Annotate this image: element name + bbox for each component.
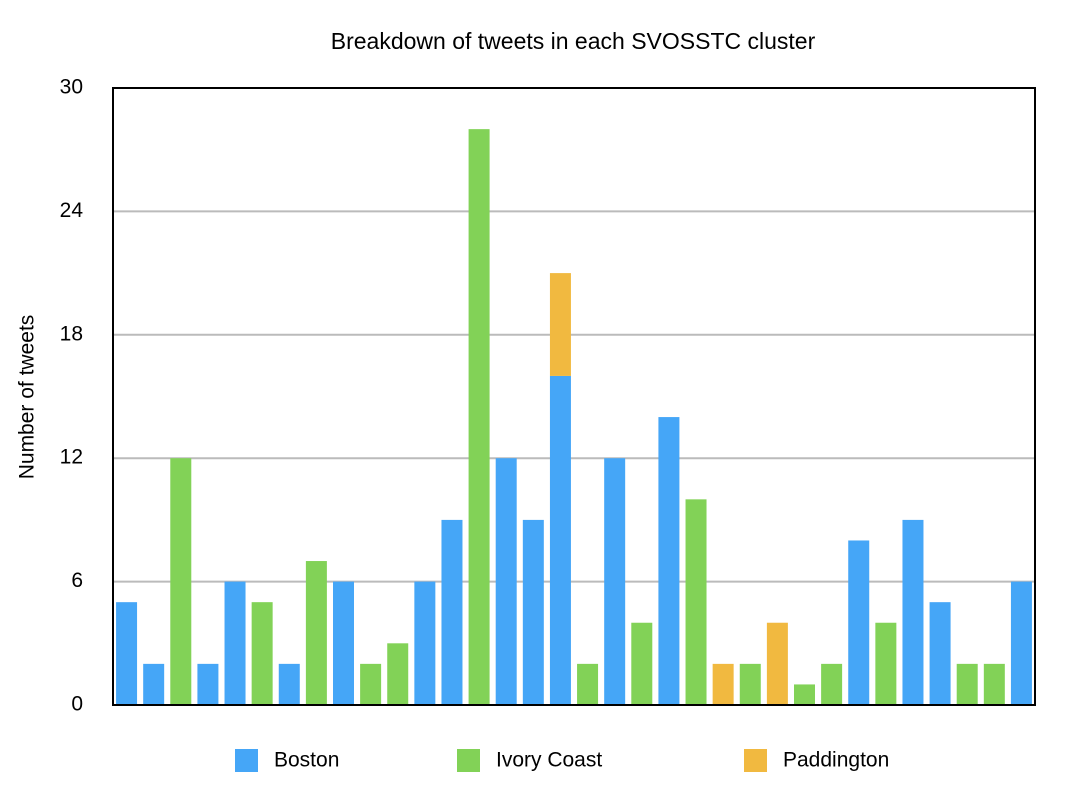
y-tick-label: 24: [60, 199, 84, 222]
bar-segment: [549, 273, 571, 376]
bar-segment: [305, 561, 327, 705]
y-tick-label: 0: [71, 693, 83, 716]
bar-segment: [956, 663, 978, 705]
bar-segment: [604, 458, 626, 705]
bar-segment: [522, 519, 544, 705]
y-tick-label: 30: [60, 76, 83, 99]
bar-segment: [1010, 581, 1032, 705]
bar-segment: [414, 581, 436, 705]
bar-segment: [902, 519, 924, 705]
legend-label: Paddington: [783, 749, 889, 772]
bar-segment: [631, 622, 653, 705]
legend-swatch: [235, 749, 258, 772]
bar-segment: [739, 663, 761, 705]
y-tick-label: 6: [71, 569, 83, 592]
bar-segment: [848, 540, 870, 705]
bar-segment: [549, 375, 571, 705]
bar-segment: [577, 663, 599, 705]
bar-segment: [387, 643, 409, 705]
legend-swatch: [744, 749, 767, 772]
bar-segment: [495, 458, 517, 705]
bar-segment: [224, 581, 246, 705]
bar-segment: [143, 663, 165, 705]
bar-segment: [875, 622, 897, 705]
bar-segment: [794, 684, 815, 705]
bar-segment: [170, 458, 192, 705]
bar-segment: [983, 663, 1005, 705]
bar-segment: [333, 581, 354, 705]
bar-segment: [441, 519, 463, 705]
bar-segment: [360, 663, 382, 705]
bar-segment: [766, 622, 788, 705]
plot-frame: [112, 87, 1036, 706]
bar-segment: [468, 129, 490, 706]
bar-segment: [685, 499, 707, 705]
bar-segment: [712, 663, 734, 705]
y-tick-label: 18: [60, 322, 83, 345]
legend-label: Boston: [274, 749, 339, 772]
bar-segment: [821, 663, 843, 705]
bar-segment: [116, 602, 138, 705]
bar-segment: [929, 602, 951, 705]
bar-segment: [251, 602, 273, 705]
y-tick-label: 12: [60, 446, 83, 469]
legend-swatch: [457, 749, 480, 772]
chart-title: Breakdown of tweets in each SVOSSTC clus…: [331, 28, 816, 54]
bar-segment: [658, 417, 680, 705]
bar-segment: [197, 663, 219, 705]
legend-label: Ivory Coast: [496, 749, 602, 772]
bar-segment: [278, 663, 300, 705]
y-axis-label: Number of tweets: [16, 315, 39, 480]
